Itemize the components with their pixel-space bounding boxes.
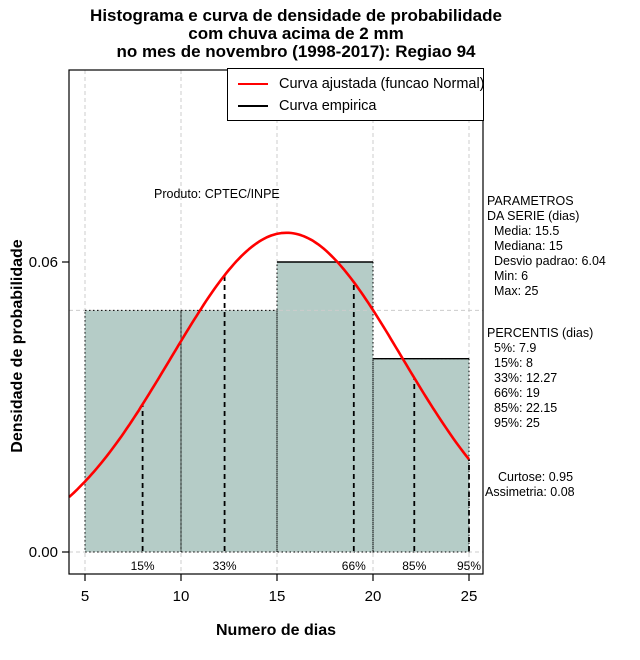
y-tick-label: 0.00 — [29, 544, 58, 561]
y-axis-label: Densidade de probabilidade — [9, 239, 26, 453]
param-desvio: Desvio padrao: 6.04 — [494, 254, 606, 268]
percentile-label: 66% — [342, 559, 366, 573]
fitted-normal-curve — [68, 231, 470, 498]
legend-box: Curva ajustada (funcao Normal) Curva emp… — [227, 68, 485, 121]
curtose-value: Curtose: 0.95 — [498, 470, 574, 484]
percentile-33: 33%: 12.27 — [494, 371, 558, 385]
histogram-bar — [277, 262, 373, 552]
percentile-85: 85%: 22.15 — [494, 401, 558, 415]
shape-stats-panel: Curtose: 0.95 Assimetria: 0.08 — [485, 470, 575, 500]
chart-title: Histograma e curva de densidade de proba… — [0, 7, 592, 61]
parameters-title-line2: DA SERIE (dias) — [487, 209, 580, 223]
percentiles-panel: PERCENTIS (dias) 5%: 7.9 15%: 8 33%: 12.… — [487, 326, 593, 431]
watermark-text: Produto: CPTEC/INPE — [154, 187, 280, 201]
percentile-66: 66%: 19 — [494, 386, 540, 400]
histogram-bar-border — [84, 309, 182, 553]
percentile-label: 15% — [131, 559, 155, 573]
y-tick-label: 0.06 — [29, 254, 58, 271]
x-tick-label: 20 — [365, 588, 382, 605]
percentile-95: 95%: 25 — [494, 416, 540, 430]
assimetria-value: Assimetria: 0.08 — [485, 485, 575, 499]
legend-line-red-icon — [238, 82, 268, 85]
chart-title-line1: Histograma e curva de densidade de proba… — [90, 6, 502, 25]
param-max: Max: 25 — [494, 284, 539, 298]
parameters-title-line1: PARAMETROS — [487, 194, 574, 208]
x-tick-label: 25 — [461, 588, 478, 605]
param-mediana: Mediana: 15 — [494, 239, 563, 253]
percentile-5: 5%: 7.9 — [494, 341, 537, 355]
percentile-15: 15%: 8 — [494, 356, 533, 370]
chart-title-line2: com chuva acima de 2 mm — [188, 24, 404, 43]
x-axis-label: Numero de dias — [215, 622, 337, 639]
histogram-bar — [85, 310, 181, 552]
percentile-label: 95% — [457, 559, 481, 573]
param-min: Min: 6 — [494, 269, 529, 283]
parameters-panel: PARAMETROS DA SERIE (dias) Media: 15.5 M… — [487, 194, 606, 299]
percentile-label: 85% — [402, 559, 426, 573]
legend-label-fitted: Curva ajustada (funcao Normal) — [279, 75, 485, 92]
legend-entry-empirical: Curva empirica — [228, 96, 483, 115]
param-media: Media: 15.5 — [494, 224, 560, 238]
histogram-bar — [181, 310, 277, 552]
x-tick-label: 10 — [173, 588, 190, 605]
percentiles-title: PERCENTIS (dias) — [487, 326, 594, 340]
legend-label-empirical: Curva empirica — [279, 97, 377, 114]
legend-entry-fitted: Curva ajustada (funcao Normal) — [228, 74, 485, 93]
percentile-label: 33% — [213, 559, 237, 573]
x-tick-label: 5 — [81, 588, 89, 605]
chart-title-line3: no mes de novembro (1998-2017): Regiao 9… — [116, 42, 476, 61]
legend-line-black-icon — [238, 104, 268, 107]
histogram-bar-border — [180, 309, 278, 553]
x-tick-label: 15 — [269, 588, 286, 605]
